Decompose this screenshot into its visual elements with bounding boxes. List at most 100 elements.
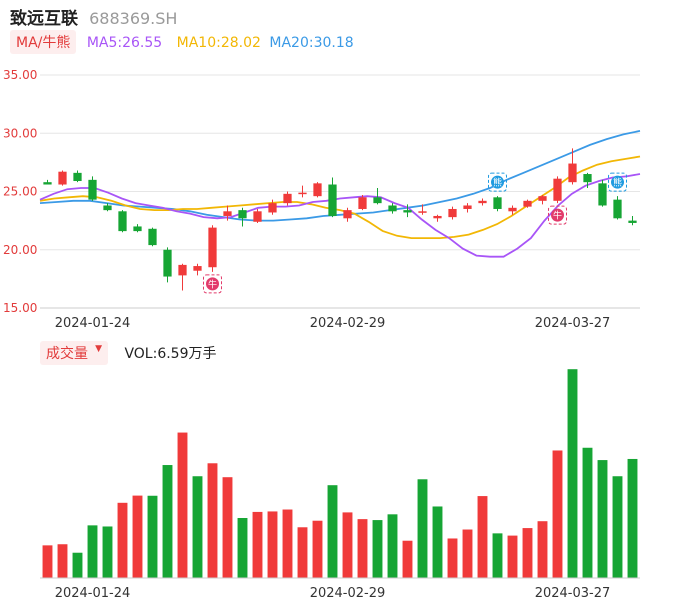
- candle-body: [538, 196, 547, 201]
- volume-bar: [462, 529, 473, 578]
- candle-body: [613, 199, 622, 219]
- volume-value: VOL:6.59万手: [124, 346, 217, 362]
- bear-badge-icon: [611, 175, 624, 189]
- ma-indicator-selector[interactable]: MA/牛熊: [10, 30, 77, 54]
- candle-body: [448, 208, 457, 218]
- badge-label: 熊: [613, 177, 622, 189]
- volume-bar: [402, 540, 413, 578]
- volume-bar: [342, 512, 353, 578]
- volume-bar: [87, 525, 98, 578]
- volume-legend: 成交量 ▼ VOL:6.59万手: [40, 341, 217, 365]
- volume-bar: [177, 432, 188, 578]
- ma10-value: MA10:28.02: [176, 35, 261, 51]
- volume-bar: [387, 514, 398, 578]
- volume-bar: [552, 450, 563, 578]
- candle-body: [568, 163, 577, 183]
- volume-bar: [222, 477, 233, 578]
- volume-bar: [117, 502, 128, 578]
- volume-bar: [327, 485, 338, 578]
- candle-body: [238, 210, 247, 219]
- badge-label: 牛: [208, 278, 217, 290]
- volume-bar: [432, 506, 443, 578]
- stock-code: 688369.SH: [89, 9, 178, 28]
- volume-x-tick-label: 2024-02-29: [310, 586, 386, 601]
- candle-body: [178, 264, 187, 276]
- candle-body: [58, 171, 67, 185]
- candle-body: [373, 197, 382, 204]
- volume-bar: [282, 509, 293, 578]
- badge-frame: [488, 172, 507, 192]
- candle-body: [268, 203, 277, 213]
- volume-bar: [252, 511, 263, 578]
- candle-body: [223, 211, 232, 216]
- volume-bar: [162, 465, 173, 578]
- candle-body: [493, 197, 502, 209]
- candle-body: [328, 184, 337, 216]
- volume-bar: [237, 518, 248, 578]
- candle-body: [313, 183, 322, 197]
- volume-x-tick-label: 2024-03-27: [535, 586, 611, 601]
- candle-body: [283, 193, 292, 204]
- volume-bar: [102, 526, 113, 578]
- volume-bar: [267, 511, 278, 578]
- volume-bar: [357, 519, 368, 578]
- stock-header: 致远互联 688369.SH: [10, 4, 178, 29]
- candle-body: [583, 174, 592, 183]
- candle-body: [193, 266, 202, 271]
- candle-body: [463, 205, 472, 209]
- volume-bar: [297, 527, 308, 578]
- y-tick-label: 35.00: [3, 68, 37, 82]
- volume-bar: [57, 544, 68, 578]
- y-tick-label: 30.00: [3, 126, 37, 140]
- volume-bar: [612, 476, 623, 578]
- ma5-line: [39, 173, 641, 258]
- badge-frame: [548, 205, 567, 225]
- candle-body: [73, 172, 82, 182]
- y-tick-label: 20.00: [3, 243, 37, 257]
- y-tick-label: 25.00: [3, 185, 37, 199]
- volume-bar: [447, 538, 458, 578]
- candle-body: [358, 197, 367, 209]
- y-tick-label: 15.00: [3, 301, 37, 315]
- bull-badge-icon: [206, 277, 219, 291]
- volume-bar: [312, 520, 323, 578]
- candle-body: [88, 179, 97, 200]
- bull-badge-icon: [551, 208, 564, 222]
- candle-body: [133, 226, 142, 232]
- candle-body: [628, 220, 637, 223]
- bear-badge-icon: [491, 175, 504, 189]
- badge-frame: [203, 274, 222, 294]
- candlestick-chart: 35.00 30.00 25.00 20.00 15.00 牛 熊牛 熊 2024-01-24 2…: [3, 68, 641, 331]
- candle-body: [163, 249, 172, 277]
- volume-bar: [42, 545, 53, 578]
- volume-bar: [72, 552, 83, 578]
- volume-bar: [207, 463, 218, 578]
- candle-body: [118, 211, 127, 232]
- volume-bar: [537, 521, 548, 578]
- volume-bar: [597, 460, 608, 578]
- candle-body: [253, 211, 262, 222]
- x-tick-label: 2024-02-29: [310, 316, 386, 331]
- volume-bar: [582, 447, 593, 578]
- ma20-line: [39, 130, 641, 222]
- ma-legend: MA/牛熊 MA5:26.55 MA10:28.02 MA20:30.18: [10, 30, 354, 54]
- ma10-line: [39, 155, 641, 240]
- volume-bar: [627, 458, 638, 578]
- badge-frame: [608, 172, 627, 192]
- volume-bar: [132, 495, 143, 578]
- volume-x-tick-label: 2024-01-24: [55, 586, 131, 601]
- candle-body: [388, 205, 397, 212]
- volume-indicator-selector[interactable]: 成交量 ▼: [40, 341, 108, 365]
- candle-body: [598, 183, 607, 206]
- volume-bar: [417, 479, 428, 578]
- ma5-value: MA5:26.55: [86, 35, 163, 51]
- candle-body: [148, 228, 157, 246]
- candle-body: [523, 200, 532, 207]
- volume-bar: [492, 533, 503, 578]
- badge-label: 牛: [553, 210, 562, 222]
- candle-body: [103, 205, 112, 211]
- candle-body: [418, 211, 427, 213]
- volume-bar: [192, 476, 203, 578]
- candle-body: [343, 210, 352, 219]
- volume-bar: [567, 369, 578, 578]
